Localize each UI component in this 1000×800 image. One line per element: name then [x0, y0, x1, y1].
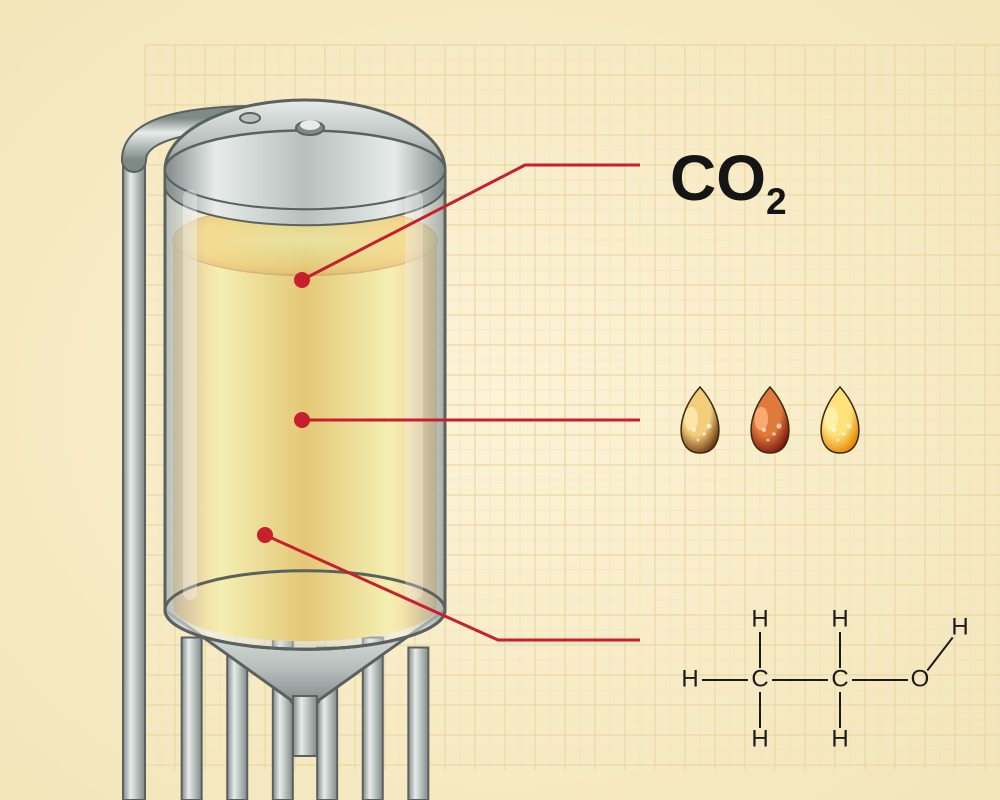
tank-glass: [165, 170, 445, 649]
atom-label: C: [751, 665, 768, 692]
tank-leg: [182, 638, 202, 800]
atom-label: H: [751, 725, 768, 752]
atom-label: H: [831, 725, 848, 752]
atom-label: H: [831, 605, 848, 632]
fermentation-diagram: CO2CCOHHHHHH: [0, 0, 1000, 800]
side-pipe: [123, 160, 145, 800]
atom-label: H: [951, 613, 968, 640]
atom-label: H: [751, 605, 768, 632]
tank-leg: [227, 648, 247, 800]
tank-leg: [408, 648, 428, 800]
atom-label: O: [911, 665, 930, 692]
atom-label: C: [831, 665, 848, 692]
atom-label: H: [681, 665, 698, 692]
